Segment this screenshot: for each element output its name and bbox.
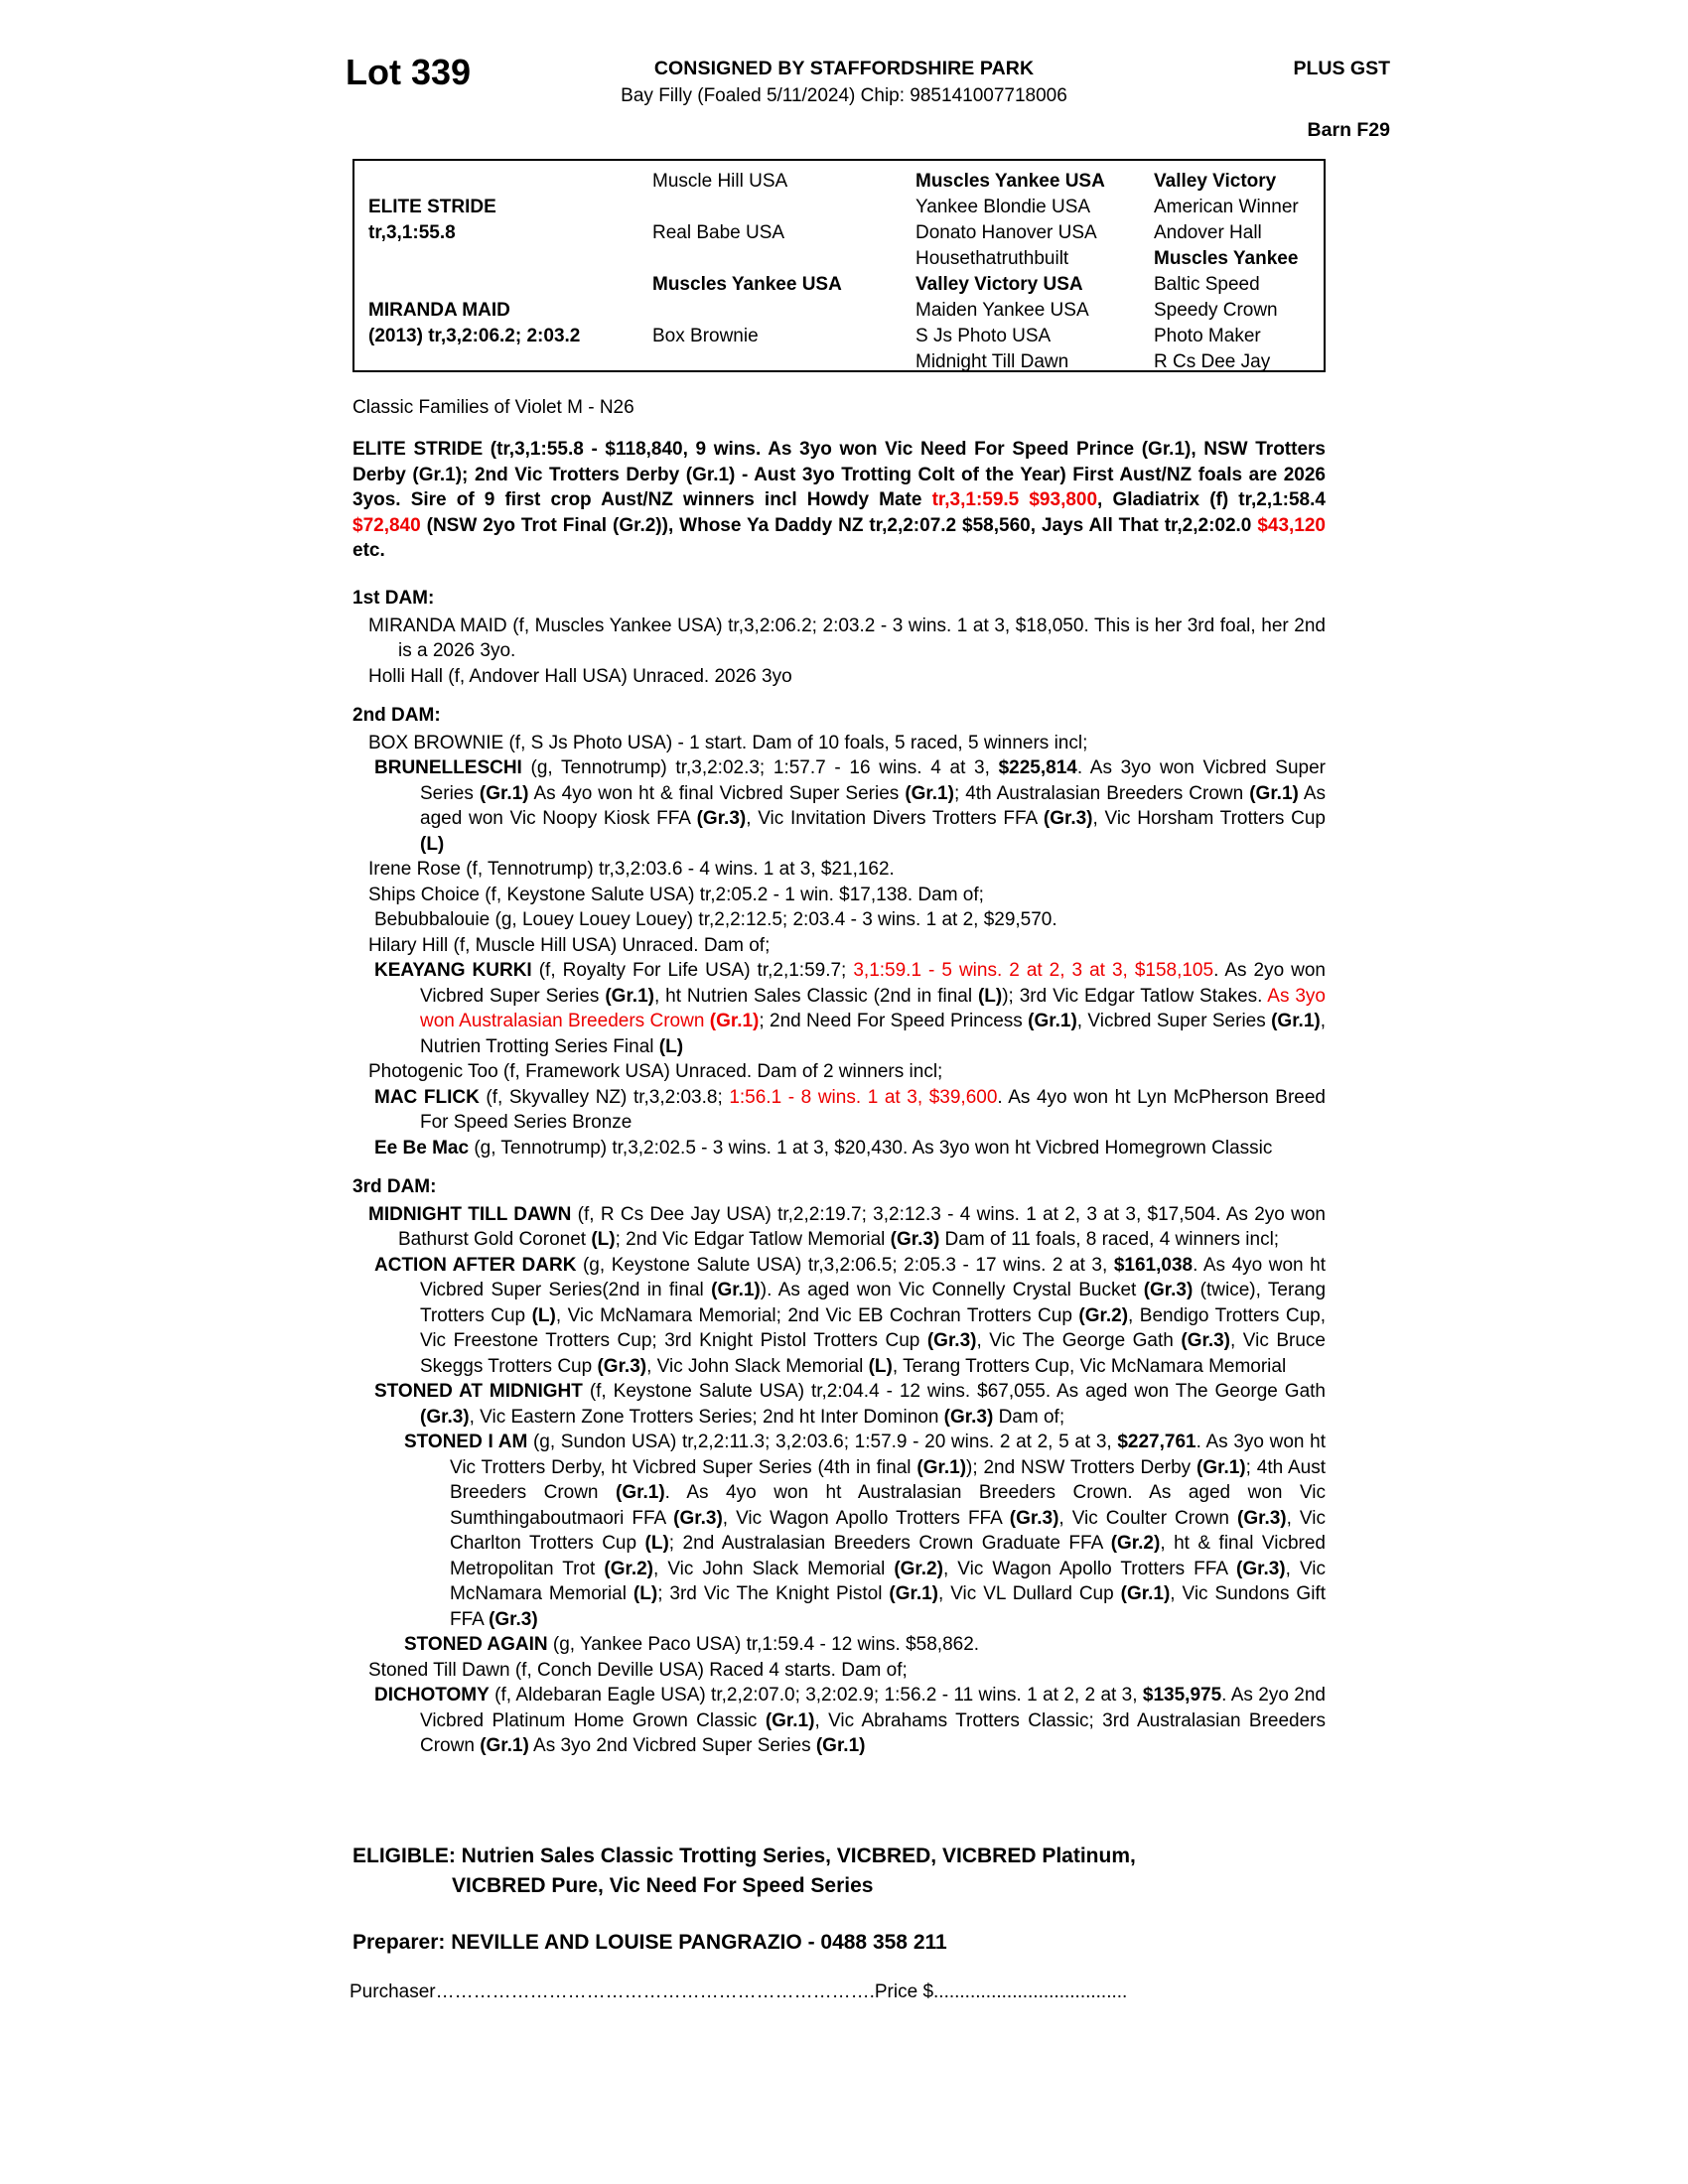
- eligible-line-2: VICBRED Pure, Vic Need For Speed Series: [452, 1874, 874, 1897]
- pedigree-cell: Box Brownie: [652, 326, 759, 346]
- purchaser-line: Purchaser…………………………………………………………….Price $…: [350, 1981, 1128, 2002]
- pedigree-entry: Photogenic Too (f, Framework USA) Unrace…: [368, 1061, 943, 1082]
- pedigree-cell: Valley Victory: [1154, 171, 1277, 192]
- lot-number: Lot 339: [346, 52, 472, 92]
- eligible-line-1: ELIGIBLE: Nutrien Sales Classic Trotting…: [352, 1844, 1136, 1867]
- dam-name: MIRANDA MAID: [368, 300, 510, 321]
- pedigree-entry: Ships Choice (f, Keystone Salute USA) tr…: [368, 884, 984, 905]
- pedigree-cell: Speedy Crown: [1154, 300, 1278, 321]
- dam-section-heading: 1st DAM:: [352, 588, 435, 609]
- dam-section-heading: 3rd DAM:: [352, 1176, 437, 1197]
- pedigree-entry: MIDNIGHT TILL DAWN (f, R Cs Dee Jay USA)…: [368, 1203, 1326, 1251]
- pedigree-cell: S Js Photo USA: [915, 326, 1052, 346]
- pedigree-cell: Yankee Blondie USA: [915, 197, 1091, 217]
- pedigree-entry: Stoned Till Dawn (f, Conch Deville USA) …: [368, 1659, 908, 1681]
- pedigree-table: ELITE STRIDE tr,3,1:55.8 MIRANDA MAID (2…: [352, 159, 1326, 372]
- pedigree-entry: BRUNELLESCHI (g, Tennotrump) tr,3,2:02.3…: [374, 757, 1327, 855]
- pedigree-entry: Holli Hall (f, Andover Hall USA) Unraced…: [368, 665, 792, 687]
- consigned-by: CONSIGNED BY STAFFORDSHIRE PARK: [653, 58, 1035, 79]
- preparer-line: Preparer: NEVILLE AND LOUISE PANGRAZIO -…: [352, 1931, 947, 1954]
- pedigree-column-parents: ELITE STRIDE tr,3,1:55.8 MIRANDA MAID (2…: [368, 169, 656, 349]
- pedigree-cell: Maiden Yankee USA: [915, 300, 1089, 321]
- pedigree-entry: STONED I AM (g, Sundon USA) tr,2,2:11.3;…: [404, 1432, 1326, 1630]
- pedigree-entry: ACTION AFTER DARK (g, Keystone Salute US…: [374, 1254, 1327, 1377]
- pedigree-cell: Real Babe USA: [652, 222, 785, 243]
- pedigree-entry: Irene Rose (f, Tennotrump) tr,3,2:03.6 -…: [368, 859, 895, 880]
- pedigree-cell: Midnight Till Dawn: [915, 351, 1069, 372]
- plus-gst-label: PLUS GST: [1293, 58, 1390, 79]
- sire-summary-paragraph: ELITE STRIDE (tr,3,1:55.8 - $118,840, 9 …: [352, 439, 1326, 561]
- pedigree-cell: Donato Hanover USA: [915, 222, 1097, 243]
- pedigree-cell: American Winner: [1154, 197, 1299, 217]
- pedigree-cell: Andover Hall: [1154, 222, 1262, 243]
- pedigree-entry: Hilary Hill (f, Muscle Hill USA) Unraced…: [368, 934, 771, 956]
- classic-families-line: Classic Families of Violet M - N26: [352, 397, 634, 418]
- sire-name: ELITE STRIDE: [368, 197, 496, 217]
- sire-record: tr,3,1:55.8: [368, 222, 456, 243]
- pedigree-entry: STONED AT MIDNIGHT (f, Keystone Salute U…: [374, 1381, 1326, 1428]
- pedigree-cell: R Cs Dee Jay: [1154, 351, 1271, 372]
- pedigree-cell: Housethatruthbuilt: [915, 248, 1069, 269]
- pedigree-entry: DICHOTOMY (f, Aldebaran Eagle USA) tr,2,…: [374, 1685, 1326, 1756]
- pedigree-cell: Muscles Yankee: [1154, 248, 1299, 269]
- pedigree-entry: STONED AGAIN (g, Yankee Paco USA) tr,1:5…: [404, 1634, 980, 1655]
- pedigree-column-grandparents: Muscle Hill USA Real Babe USA Muscles Ya…: [652, 169, 915, 349]
- dam-record: (2013) tr,3,2:06.2; 2:03.2: [368, 326, 581, 346]
- pedigree-cell: Muscle Hill USA: [652, 171, 788, 192]
- pedigree-cell: Valley Victory USA: [915, 274, 1083, 295]
- pedigree-entry: Bebubbalouie (g, Louey Louey Louey) tr,2…: [374, 909, 1057, 930]
- pedigree-entry: MIRANDA MAID (f, Muscles Yankee USA) tr,…: [368, 614, 1326, 662]
- dam-section-heading: 2nd DAM:: [352, 705, 441, 726]
- pedigree-entry: MAC FLICK (f, Skyvalley NZ) tr,3,2:03.8;…: [374, 1086, 1326, 1134]
- pedigree-narrative: 1st DAM: MIRANDA MAID (f, Muscles Yankee …: [352, 586, 1326, 1759]
- pedigree-cell: Muscles Yankee USA: [652, 274, 842, 295]
- pedigree-entry: KEAYANG KURKI (f, Royalty For Life USA) …: [374, 960, 1327, 1057]
- eligible-block: ELIGIBLE: Nutrien Sales Classic Trotting…: [352, 1842, 1326, 1901]
- pedigree-cell: Photo Maker: [1154, 326, 1261, 346]
- pedigree-cell: Muscles Yankee USA: [915, 171, 1105, 192]
- barn-label: Barn F29: [1307, 119, 1390, 141]
- animal-description: Bay Filly (Foaled 5/11/2024) Chip: 98514…: [621, 85, 1067, 106]
- pedigree-entry: Ee Be Mac (g, Tennotrump) tr,3,2:02.5 - …: [374, 1137, 1273, 1159]
- pedigree-column-great-grandparents: Muscles Yankee USA Yankee Blondie USA Do…: [915, 169, 1154, 375]
- pedigree-entry: BOX BROWNIE (f, S Js Photo USA) - 1 star…: [368, 732, 1088, 753]
- pedigree-column-fourth-gen: Valley Victory American Winner Andover H…: [1154, 169, 1328, 375]
- pedigree-cell: Baltic Speed: [1154, 274, 1260, 295]
- page-header: Lot 339 CONSIGNED BY STAFFORDSHIRE PARK …: [0, 44, 1688, 153]
